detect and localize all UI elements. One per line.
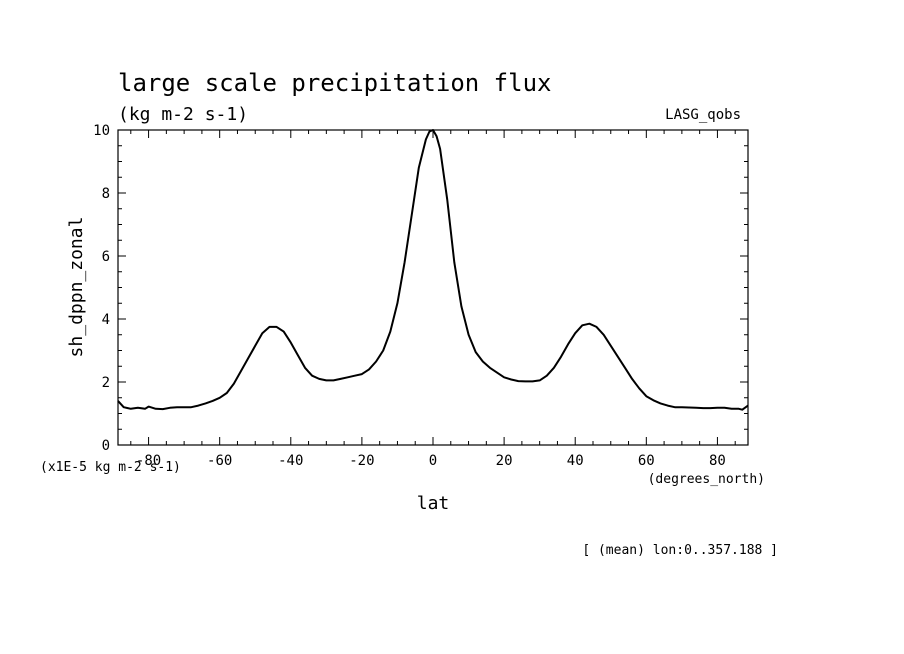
x-tick-label: 0 bbox=[429, 453, 437, 469]
x-axis-label: lat bbox=[417, 493, 450, 514]
x-tick-label: 60 bbox=[638, 453, 655, 469]
y-axis-label: sh_dppn_zonal bbox=[66, 217, 87, 358]
x-tick-label: 20 bbox=[496, 453, 513, 469]
y-tick-label: 0 bbox=[102, 438, 110, 454]
x-units: (degrees_north) bbox=[648, 472, 765, 487]
chart-title: large scale precipitation flux bbox=[118, 69, 551, 97]
x-tick-label: -60 bbox=[207, 453, 232, 469]
y-tick-label: 2 bbox=[102, 375, 110, 391]
series-line bbox=[117, 129, 749, 411]
y-tick-label: 6 bbox=[102, 249, 110, 265]
x-tick-label: 40 bbox=[567, 453, 584, 469]
dataset-label: LASG_qobs bbox=[665, 107, 741, 123]
y-tick-label: 4 bbox=[102, 312, 110, 328]
y-tick-labels: 0 2 4 6 8 10 bbox=[93, 123, 110, 454]
y-tick-label: 10 bbox=[93, 123, 110, 139]
y-scale-note: (x1E-5 kg m-2 s-1) bbox=[40, 460, 181, 475]
x-tick-label: -80 bbox=[136, 453, 161, 469]
y-tick-label: 8 bbox=[102, 186, 110, 202]
tick-marks bbox=[118, 129, 748, 446]
x-tick-label: 80 bbox=[709, 453, 726, 469]
chart-units: (kg m-2 s-1) bbox=[118, 104, 248, 125]
plot-frame bbox=[117, 129, 749, 446]
x-tick-labels: -80 -60 -40 -20 0 20 40 60 80 bbox=[136, 453, 726, 469]
footnote: [ (mean) lon:0..357.188 ] bbox=[582, 543, 778, 558]
x-tick-label: -40 bbox=[278, 453, 303, 469]
x-tick-label: -20 bbox=[349, 453, 374, 469]
